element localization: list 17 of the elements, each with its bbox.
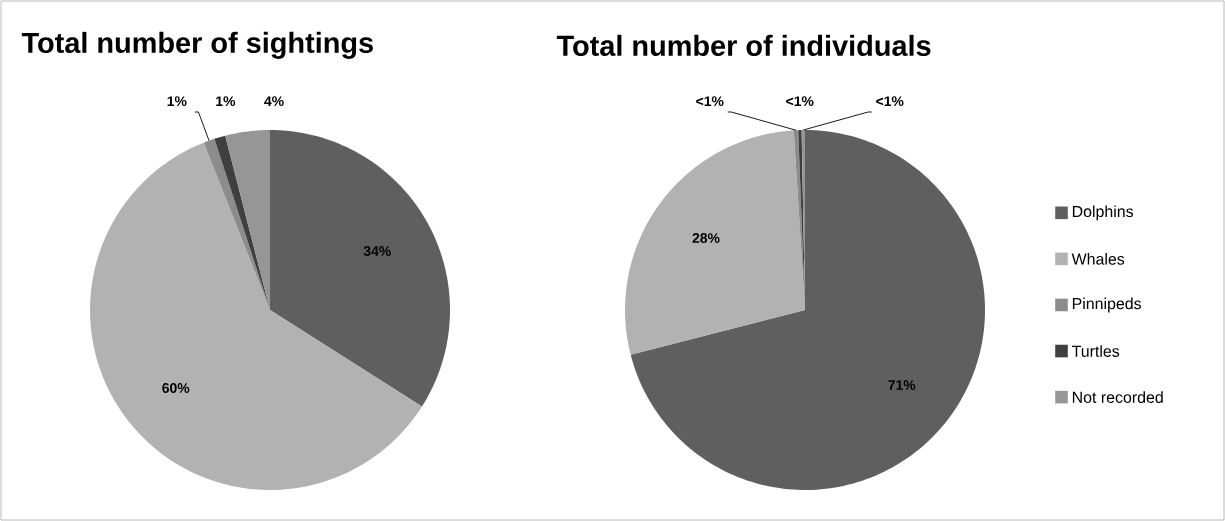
data-label: 34% (363, 246, 391, 256)
legend-label: Dolphins (1072, 205, 1134, 221)
data-label: <1% (696, 96, 724, 107)
data-label: 28% (692, 233, 720, 243)
legend-label: Pinnipeds (1072, 297, 1142, 313)
data-label: 1% (216, 96, 236, 107)
chart-title: Total number of sightings (21, 31, 373, 59)
data-label: <1% (876, 96, 904, 107)
legend-label: Turtles (1071, 345, 1120, 357)
data-label: 60% (162, 383, 190, 393)
chart-title: Total number of individuals (556, 34, 931, 57)
legend-label: Whales (1071, 253, 1125, 265)
data-label: <1% (786, 96, 814, 107)
data-label: 4% (264, 96, 284, 107)
data-label: 71% (888, 380, 916, 390)
data-label: 1% (167, 96, 187, 107)
legend-label: Not recorded (1072, 391, 1163, 403)
